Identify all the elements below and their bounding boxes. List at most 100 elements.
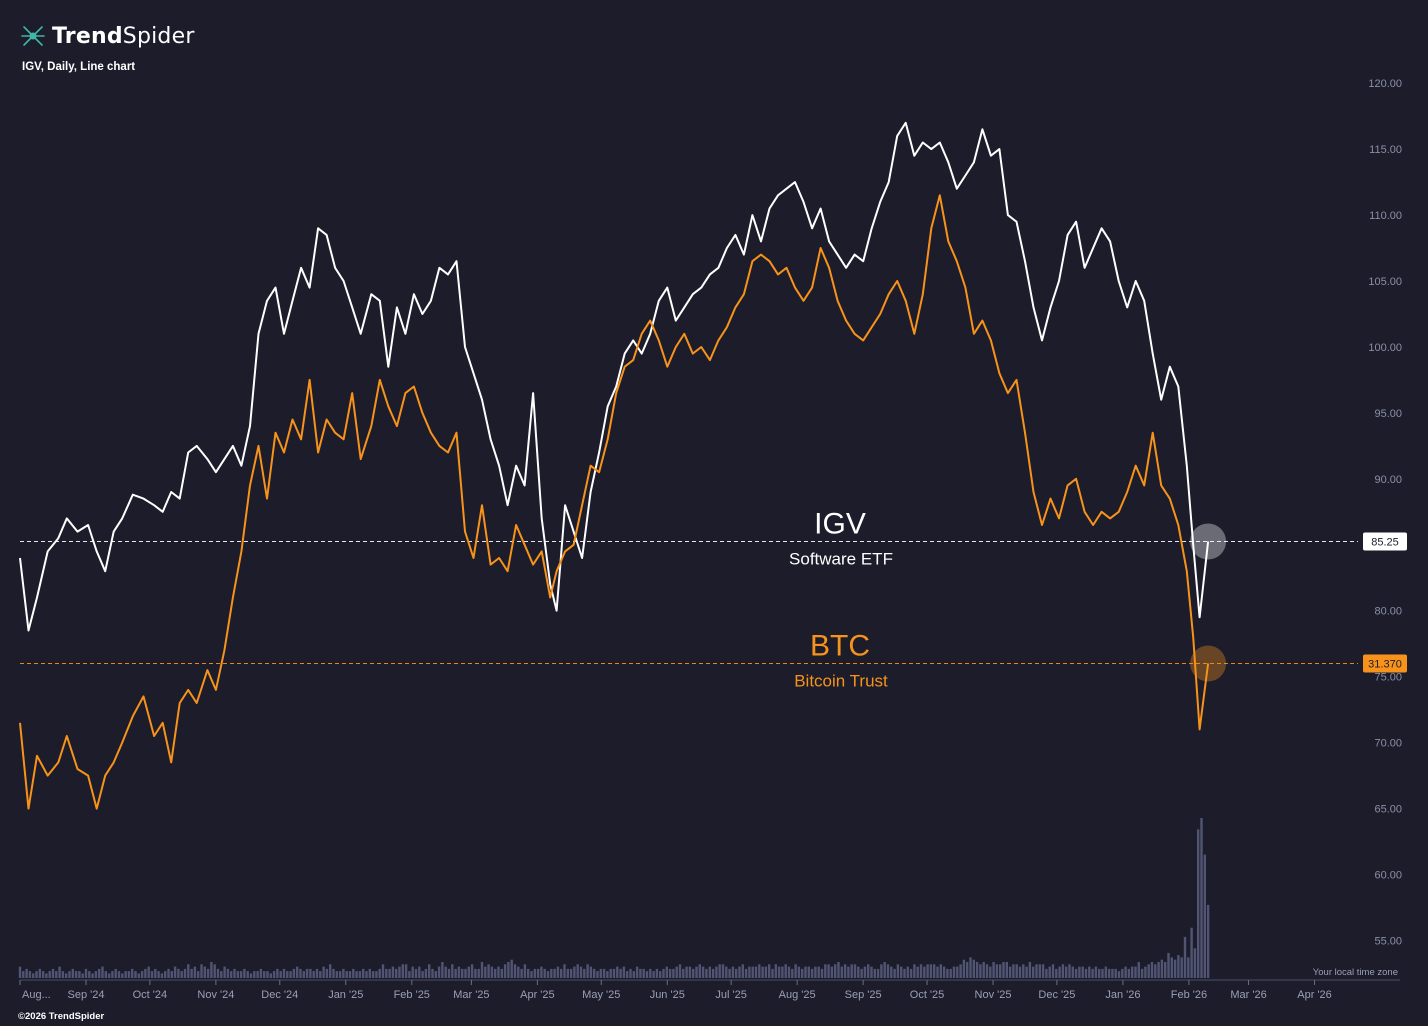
x-tick-label: Oct '24 bbox=[133, 989, 168, 1001]
volume-bar bbox=[962, 959, 966, 978]
volume-bar bbox=[1114, 968, 1117, 978]
volume-bar bbox=[665, 966, 668, 978]
volume-bar bbox=[484, 966, 487, 978]
volume-bar bbox=[150, 971, 154, 978]
x-tick-label: Feb '25 bbox=[394, 989, 430, 1001]
volume-bar bbox=[1193, 948, 1197, 978]
volume-bar bbox=[903, 968, 906, 978]
volume-bar bbox=[764, 966, 768, 978]
volume-bar bbox=[91, 973, 94, 978]
volume-bar bbox=[510, 959, 513, 978]
volume-bar bbox=[863, 966, 867, 978]
volume-bar bbox=[1084, 968, 1088, 978]
volume-bar bbox=[698, 964, 701, 978]
volume-bar bbox=[1104, 966, 1107, 978]
x-tick-label: Apr '25 bbox=[520, 989, 555, 1001]
price-tag-label: 31.370 bbox=[1368, 658, 1402, 670]
volume-bar bbox=[652, 971, 655, 978]
last-price-marker-btc[interactable] bbox=[1190, 645, 1227, 682]
volume-bar bbox=[296, 966, 299, 978]
volume-bar bbox=[371, 971, 375, 978]
volume-bar bbox=[55, 971, 58, 978]
volume-bar bbox=[200, 964, 203, 978]
volume-bar bbox=[817, 966, 820, 978]
y-tick-label: 105.00 bbox=[1368, 276, 1402, 288]
volume-bar bbox=[1147, 964, 1150, 978]
volume-bar bbox=[543, 968, 546, 978]
volume-bar bbox=[414, 968, 418, 978]
volume-bar bbox=[1074, 968, 1078, 978]
volume-bar bbox=[563, 964, 566, 978]
volume-bar bbox=[276, 968, 279, 978]
volume-bar bbox=[787, 966, 791, 978]
volume-bar bbox=[708, 966, 711, 978]
timezone-label[interactable]: Your local time zone bbox=[1312, 967, 1398, 978]
spider-logo-icon bbox=[21, 26, 45, 46]
volume-bar bbox=[461, 968, 464, 978]
annotation-title: IGV bbox=[814, 507, 866, 540]
volume-bar bbox=[183, 968, 187, 978]
volume-bar bbox=[956, 966, 959, 978]
volume-bar bbox=[609, 968, 612, 978]
x-tick-label: Mar '26 bbox=[1230, 989, 1266, 1001]
volume-bar bbox=[966, 962, 969, 978]
volume-bar bbox=[1131, 966, 1134, 978]
volume-bar bbox=[490, 966, 494, 978]
volume-bar bbox=[32, 973, 35, 978]
volume-bar bbox=[58, 966, 61, 978]
volume-bar bbox=[1127, 968, 1131, 978]
volume-bar bbox=[302, 971, 305, 978]
volume-bar bbox=[454, 968, 457, 978]
volume-bar bbox=[890, 966, 893, 978]
volume-bar bbox=[668, 968, 672, 978]
volume-bar bbox=[121, 973, 124, 978]
volume-bar bbox=[249, 973, 253, 978]
volume-bar bbox=[678, 964, 682, 978]
volume-bar bbox=[579, 966, 583, 978]
volume-bar bbox=[999, 964, 1002, 978]
volume-bar bbox=[1088, 966, 1091, 978]
volume-bar bbox=[1170, 957, 1173, 978]
volume-bar bbox=[771, 968, 774, 978]
volume-bar bbox=[18, 966, 22, 978]
volume-bar bbox=[781, 966, 784, 978]
volume-bar bbox=[41, 971, 45, 978]
last-price-markers bbox=[1190, 523, 1227, 682]
volume-bar bbox=[1008, 966, 1012, 978]
y-tick-label: 120.00 bbox=[1368, 78, 1402, 90]
volume-bar bbox=[906, 966, 909, 978]
volume-bar bbox=[170, 971, 173, 978]
volume-bar bbox=[810, 968, 814, 978]
volume-bar bbox=[1018, 966, 1022, 978]
volume-bar bbox=[375, 971, 378, 978]
volume-bar bbox=[51, 968, 55, 978]
volume-bar bbox=[437, 966, 441, 978]
volume-bar bbox=[348, 971, 352, 978]
volume-bar bbox=[104, 971, 107, 978]
volume-bar bbox=[1035, 964, 1038, 978]
volume-bar bbox=[1058, 966, 1061, 978]
volume-bar bbox=[619, 968, 622, 978]
volume-bar bbox=[1061, 964, 1065, 978]
volume-bar bbox=[946, 968, 949, 978]
volume-bar bbox=[649, 968, 652, 978]
volume-bar bbox=[1078, 966, 1081, 978]
volume-bar bbox=[286, 971, 289, 978]
copyright: ©2026 TrendSpider bbox=[18, 1011, 105, 1022]
series-line-btc[interactable] bbox=[19, 194, 1210, 810]
series-line-igv[interactable] bbox=[19, 121, 1210, 632]
last-price-marker-igv[interactable] bbox=[1190, 523, 1227, 560]
volume-bar bbox=[754, 966, 758, 978]
volume-bar bbox=[160, 973, 164, 978]
y-tick-label: 115.00 bbox=[1369, 144, 1402, 156]
volume-bar bbox=[735, 968, 738, 978]
volume-bar bbox=[599, 968, 602, 978]
volume-bar bbox=[1121, 968, 1124, 978]
volume-bar bbox=[167, 968, 170, 978]
volume-bar bbox=[824, 964, 827, 978]
volume-bar bbox=[913, 964, 916, 978]
volume-bar bbox=[256, 971, 259, 978]
volume-bar bbox=[1117, 971, 1121, 978]
annotations: IGV Software ETF BTC Bitcoin Trust bbox=[789, 507, 893, 690]
